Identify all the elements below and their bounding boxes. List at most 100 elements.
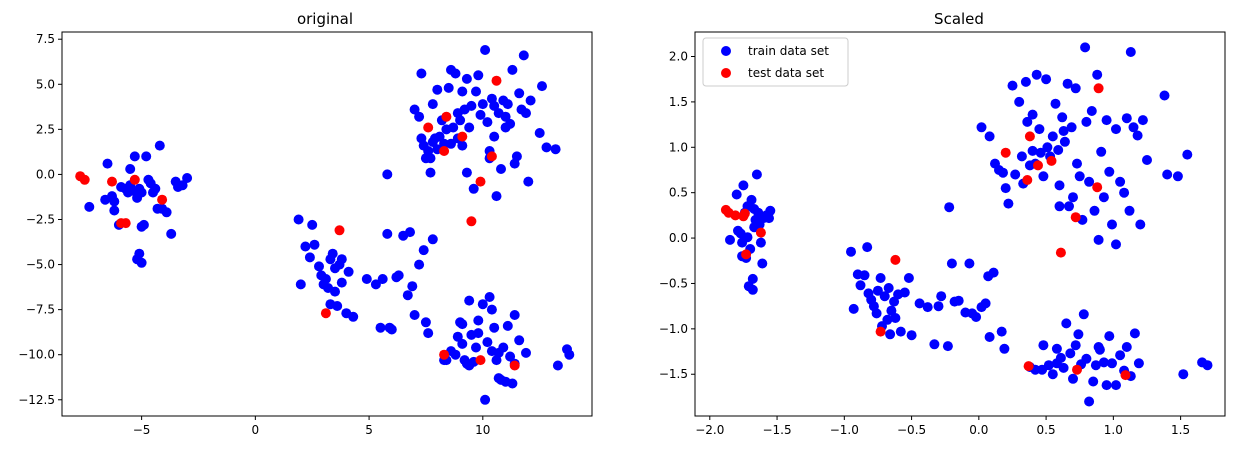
original-train-data-set-point-77 [423,328,434,339]
scaled-train-data-set-point-121 [1098,192,1109,203]
scaled-test-data-set-point-6 [755,227,766,238]
original-test-data-set-point-13 [466,216,477,227]
scaled-train-data-set-point-49 [895,326,906,337]
scaled-train-data-set-point-117 [1089,205,1100,216]
original-train-data-set-point-177 [564,349,575,360]
original-x-tick-label: 5 [365,423,373,437]
scaled-train-data-set-point-39 [875,273,886,283]
scaled-train-data-set-point-74 [976,122,987,133]
original-train-data-set-point-42 [314,261,324,272]
scaled-train-data-set-point-89 [1027,109,1038,120]
scaled-train-data-set-point-127 [1119,187,1130,198]
scaled-test-data-set-point-16 [1092,182,1103,193]
scaled-test-data-set-point-14 [1055,247,1066,258]
scaled-train-data-set-point-172 [1129,328,1140,339]
scaled-train-data-set-point-33 [862,242,873,253]
original-train-data-set-point-60 [370,279,381,290]
original-test-data-set-point-15 [486,151,497,162]
original-train-data-set-point-130 [502,99,513,110]
original-train-data-set-point-23 [150,183,161,194]
original-train-data-set-point-99 [446,138,456,149]
original-test-data-set-point-19 [509,360,520,371]
original-train-data-set-point-137 [518,50,529,61]
original-train-data-set-point-132 [507,64,518,75]
scaled-train-data-set-point-109 [1070,83,1081,94]
original-train-data-set-point-128 [500,111,511,122]
original-train-data-set-point-106 [457,140,468,151]
scaled-train-data-set-point-157 [1078,309,1089,320]
original-train-data-set-point-179 [464,360,475,371]
scaled-train-data-set-point-67 [980,298,991,309]
original-train-data-set-point-5 [109,205,120,216]
scaled-train-data-set-point-0 [725,234,735,245]
scaled-train-data-set-point-87 [1022,116,1033,127]
scaled-train-data-set-point-96 [1042,142,1053,153]
original-y-tick-label: −5.0 [26,258,55,272]
original-train-data-set-point-34 [134,248,145,259]
scaled-train-data-set-point-159 [1084,396,1095,407]
legend: train data set test data set [702,37,849,87]
scaled-train-data-set-point-107 [1066,122,1077,133]
scaled-train-data-set-point-178 [1037,364,1048,375]
scaled-test-data-set-point-10 [1022,175,1033,185]
original-train-data-set-point-115 [475,109,486,120]
original-train-data-set-point-173 [514,335,525,346]
scaled-train-data-set-point-24 [765,205,776,216]
scaled-train-data-set-point-179 [1051,358,1062,369]
scaled-train-data-set-point-167 [1111,380,1121,391]
original-y-tick-label: −12.5 [18,393,55,407]
original-train-data-set-point-142 [537,81,547,92]
original-train-data-set-point-139 [523,176,534,187]
original-test-data-set-point-9 [423,122,434,133]
original-train-data-set-point-171 [507,378,518,389]
scaled-train-data-set-point-135 [1159,90,1170,101]
original-train-data-set-point-35 [136,257,147,268]
scaled-train-data-set-point-16 [751,169,762,180]
scaled-train-data-set-point-53 [914,298,925,309]
scaled-train-data-set-point-11 [746,194,757,205]
scaled-train-data-set-point-31 [855,280,866,291]
original-train-data-set-point-117 [480,45,491,55]
scaled-x-tick-label: 1.0 [1104,423,1123,437]
original-train-data-set-point-71 [405,227,415,238]
scaled-train-data-set-point-32 [859,270,870,281]
original-train-data-set-point-104 [455,115,466,126]
scaled-train-data-set-point-57 [936,291,947,302]
scaled-test-data-set-point-15 [1070,212,1081,223]
original-train-data-set-point-86 [425,153,436,164]
original-test-data-set-point-2 [107,176,117,187]
original-train-data-set-point-61 [375,322,386,333]
scaled-train-data-set-point-25 [747,273,758,284]
original-train-data-set-point-141 [534,128,545,138]
scaled-train-data-set-point-165 [1104,331,1115,342]
scaled-y-tick-label: 2.0 [669,50,688,64]
original-x-tick-label: 10 [475,423,490,437]
original-train-data-set-point-167 [498,342,509,353]
scaled-train-data-set-point-152 [1065,348,1076,359]
scaled-train-data-set-point-140 [1111,239,1121,250]
original-train-data-set-point-89 [427,99,438,110]
original-train-data-set-point-181 [493,373,504,384]
scaled-train-data-set-point-123 [1104,166,1115,177]
scaled-train-data-set-point-160 [1088,376,1099,387]
scaled-train-data-set-point-92 [1034,124,1045,135]
original-test-data-set-point-11 [441,111,452,122]
scaled-train-data-set-point-115 [1084,176,1095,187]
legend-box [702,37,849,87]
original-train-data-set-point-113 [471,86,481,97]
chart-title-scaled: Scaled [934,10,984,28]
original-test-data-set-point-12 [457,131,468,142]
scaled-train-data-set-point-5 [738,180,749,191]
original-train-data-set-point-124 [491,191,502,202]
scaled-test-data-set-point-11 [1024,131,1035,142]
original-train-data-set-point-170 [505,351,516,362]
scaled-train-data-set-point-124 [1107,219,1117,230]
original-test-data-set-point-14 [475,176,486,187]
scaled-train-data-set-point-93 [1035,147,1046,158]
original-train-data-set-point-28 [166,228,177,239]
original-train-data-set-point-112 [468,183,479,194]
scaled-train-data-set-point-122 [1101,115,1112,126]
original-train-data-set-point-70 [402,290,413,301]
original-train-data-set-point-87 [425,167,436,178]
scaled-train-data-set-point-47 [890,313,901,323]
